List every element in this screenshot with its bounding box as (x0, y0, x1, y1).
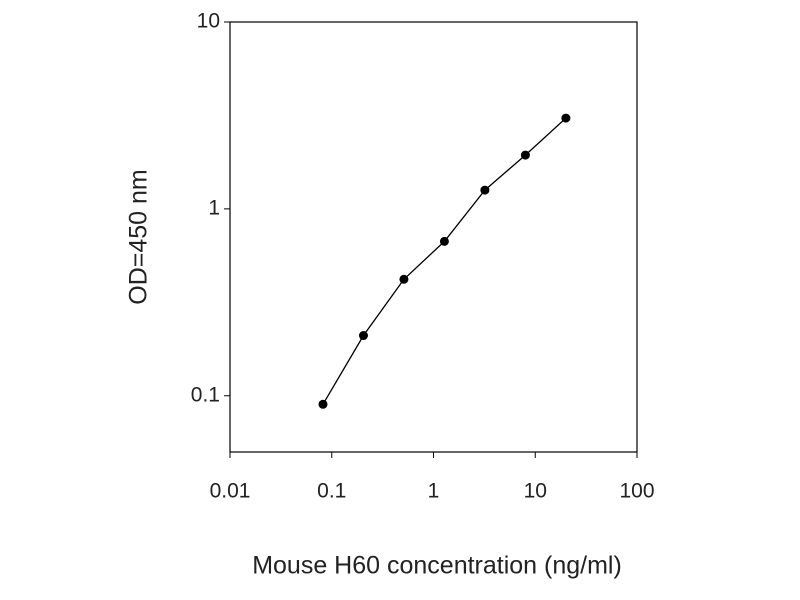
data-point (439, 236, 449, 246)
y-tick-label: 10 (197, 10, 220, 33)
data-point (399, 274, 409, 284)
data-point (520, 150, 530, 160)
x-tick-label: 0.01 (210, 480, 251, 503)
x-tick-label: 1 (428, 480, 440, 503)
data-point (318, 399, 328, 409)
data-point (358, 331, 368, 341)
x-tick-label: 10 (524, 480, 547, 503)
y-tick-label: 0.1 (191, 383, 220, 406)
y-tick-label: 1 (208, 196, 220, 219)
data-point (561, 113, 571, 123)
data-line (322, 117, 567, 405)
data-point (480, 185, 490, 195)
plot-frame (229, 21, 638, 453)
x-tick-label: 0.1 (317, 480, 346, 503)
x-tick-label: 100 (619, 480, 654, 503)
x-axis-label: Mouse H60 concentration (ng/ml) (252, 552, 622, 580)
y-axis-label: OD=450 nm (125, 169, 153, 305)
